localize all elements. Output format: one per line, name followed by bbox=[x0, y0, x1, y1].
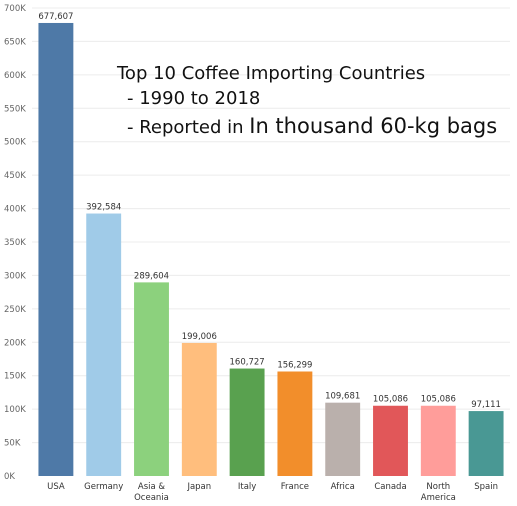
y-tick-label: 550K bbox=[4, 104, 26, 114]
y-tick-label: 0K bbox=[4, 472, 15, 482]
bar bbox=[373, 405, 408, 476]
bars bbox=[38, 22, 504, 477]
chart-title-line-3-unit: In thousand 60-kg bags bbox=[249, 114, 498, 138]
bar bbox=[468, 411, 504, 476]
chart-title-line-3: - Reported in In thousand 60-kg bags bbox=[117, 112, 497, 142]
y-tick-label: 400K bbox=[4, 205, 26, 215]
x-axis: USA Germany Asia &Oceania Japan Italy France A… bbox=[47, 482, 498, 503]
x-tick-label: Canada bbox=[374, 482, 406, 492]
bar-value-label: 156,299 bbox=[277, 361, 312, 371]
y-tick-label: 500K bbox=[4, 138, 26, 148]
x-tick-label: France bbox=[281, 482, 309, 492]
bar bbox=[181, 342, 217, 476]
y-tick-label: 200K bbox=[4, 338, 26, 348]
bar bbox=[229, 368, 265, 476]
x-tick-label: Japan bbox=[186, 482, 211, 492]
x-tick-label: Spain bbox=[474, 482, 498, 492]
x-tick-label: Italy bbox=[238, 482, 256, 492]
chart-title-line-1: Top 10 Coffee Importing Countries bbox=[117, 63, 426, 84]
bar bbox=[277, 371, 313, 476]
bar bbox=[134, 282, 169, 476]
y-tick-label: 700K bbox=[4, 4, 26, 14]
y-tick-label: 250K bbox=[4, 305, 26, 315]
bar bbox=[38, 22, 74, 477]
x-tick-label: North bbox=[426, 482, 450, 492]
x-tick-label: Oceania bbox=[134, 493, 169, 503]
x-tick-label: Germany bbox=[84, 482, 123, 492]
bar-value-label: 199,006 bbox=[182, 332, 217, 342]
bar-value-label: 97,111 bbox=[471, 400, 501, 410]
bar-value-label: 105,086 bbox=[373, 395, 408, 405]
bar-value-label: 109,681 bbox=[325, 392, 360, 402]
bar bbox=[325, 402, 361, 476]
bar-value-label: 105,086 bbox=[421, 395, 456, 405]
y-tick-label: 300K bbox=[4, 271, 26, 281]
value-labels: 677,607 392,584 289,604 199,006 160,727 156,2… bbox=[38, 12, 501, 410]
bar-value-label: 677,607 bbox=[38, 12, 73, 22]
x-tick-label: America bbox=[421, 493, 456, 503]
bar bbox=[420, 405, 456, 476]
y-tick-label: 450K bbox=[4, 171, 26, 181]
bar-value-label: 289,604 bbox=[134, 271, 169, 281]
y-tick-label: 150K bbox=[4, 372, 26, 382]
y-tick-label: 600K bbox=[4, 71, 26, 81]
bar-value-label: 160,727 bbox=[230, 358, 265, 368]
x-tick-label: Africa bbox=[331, 482, 355, 492]
bar-value-label: 392,584 bbox=[86, 203, 121, 213]
bar bbox=[86, 213, 122, 477]
y-tick-label: 50K bbox=[4, 439, 21, 449]
y-axis: 0K 50K 100K 150K 200K 250K 300K 350K 400K 450K 500… bbox=[4, 4, 26, 482]
chart-title-line-3-prefix: - Reported in bbox=[127, 117, 250, 138]
chart-title: Top 10 Coffee Importing Countries - 1990… bbox=[117, 62, 497, 142]
y-tick-label: 350K bbox=[4, 238, 26, 248]
x-tick-label: USA bbox=[47, 482, 65, 492]
y-tick-label: 650K bbox=[4, 37, 26, 47]
x-tick-label: Asia & bbox=[138, 482, 166, 492]
y-tick-label: 100K bbox=[4, 405, 26, 415]
chart-title-line-2: - 1990 to 2018 bbox=[127, 88, 261, 109]
